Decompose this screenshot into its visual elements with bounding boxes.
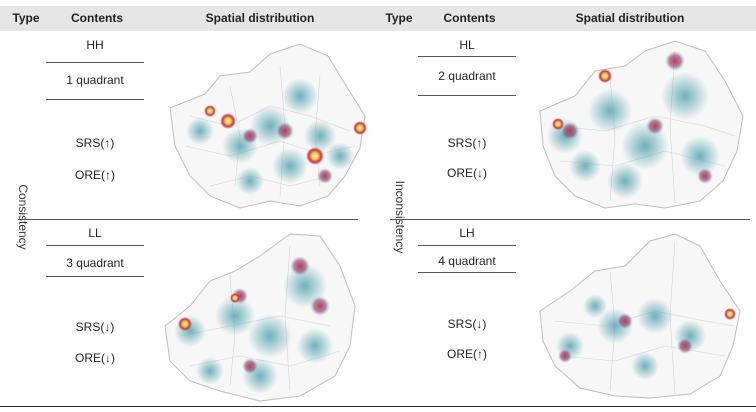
right-separator bbox=[390, 219, 750, 220]
map-lh bbox=[539, 233, 741, 399]
type-inconsistency: Inconsistency bbox=[393, 180, 407, 254]
hh-code: HH bbox=[86, 38, 104, 52]
header-spatial-right: Spatial distribution bbox=[575, 11, 685, 25]
hl-quadrant: 2 quadrant bbox=[438, 69, 496, 83]
hh-rule-2 bbox=[46, 99, 144, 100]
hh-srs: SRS(↑) bbox=[75, 136, 115, 150]
left-separator bbox=[18, 219, 358, 220]
header-contents-right: Contents bbox=[443, 11, 496, 25]
hl-rule-2 bbox=[418, 95, 516, 96]
ll-srs: SRS(↓) bbox=[75, 320, 115, 334]
ll-ore: ORE(↓) bbox=[75, 351, 115, 365]
map-hl bbox=[539, 40, 744, 209]
hh-rule-1 bbox=[46, 62, 144, 63]
lh-rule-2 bbox=[418, 272, 516, 273]
map-hh bbox=[169, 43, 367, 209]
lh-quadrant: 4 quadrant bbox=[438, 254, 496, 268]
type-consistency: Consistency bbox=[16, 184, 30, 250]
map-ll bbox=[164, 233, 356, 402]
ll-quadrant: 3 quadrant bbox=[66, 256, 124, 270]
ll-code: LL bbox=[88, 226, 102, 240]
hl-code: HL bbox=[459, 38, 475, 52]
header-type-right: Type bbox=[385, 11, 413, 25]
ll-rule-1 bbox=[46, 245, 144, 246]
header-type-left: Type bbox=[12, 11, 40, 25]
lh-srs: SRS(↓) bbox=[447, 317, 487, 331]
lh-ore: ORE(↑) bbox=[447, 347, 487, 361]
lh-rule-1 bbox=[418, 245, 516, 246]
hl-ore: ORE(↓) bbox=[447, 166, 487, 180]
hh-quadrant: 1 quadrant bbox=[66, 73, 124, 87]
hl-srs: SRS(↑) bbox=[447, 136, 487, 150]
table-bottom-rule bbox=[0, 406, 756, 407]
header-contents-left: Contents bbox=[71, 11, 123, 25]
header-spatial-left: Spatial distribution bbox=[205, 11, 315, 25]
table-header: Type Contents Spatial distribution Type … bbox=[0, 6, 756, 31]
ll-rule-2 bbox=[46, 276, 144, 277]
lh-code: LH bbox=[459, 226, 475, 240]
hh-ore: ORE(↑) bbox=[75, 168, 115, 182]
hl-rule-1 bbox=[418, 56, 516, 57]
